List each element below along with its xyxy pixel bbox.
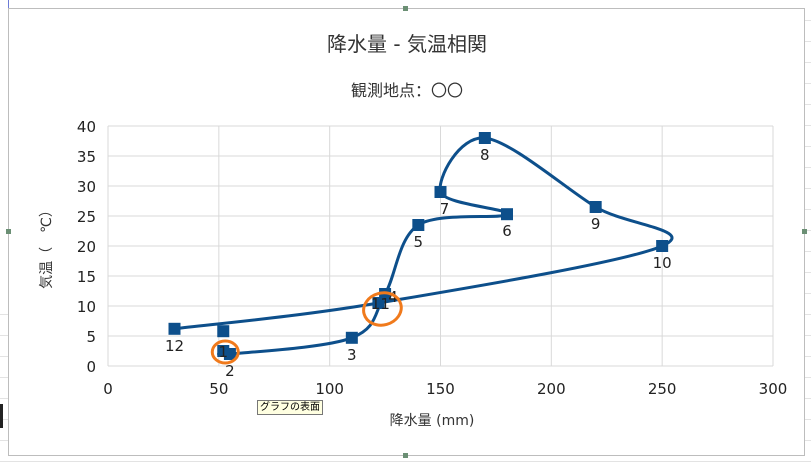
data-marker (168, 322, 181, 335)
x-axis-ticks: 0 50 100 150 200 250 300 (103, 380, 787, 398)
data-label: 11 (371, 295, 390, 313)
gridlines (107, 125, 774, 367)
y-tick-label: 20 (77, 238, 96, 256)
resize-handle-left[interactable] (6, 229, 11, 234)
data-label: 1 (218, 343, 228, 361)
y-tick-label: 40 (77, 118, 96, 136)
data-marker (656, 240, 669, 252)
x-tick-label: 250 (648, 380, 677, 398)
resize-handle-right[interactable] (802, 229, 807, 234)
data-markers (168, 132, 669, 360)
y-tick-label: 30 (77, 178, 96, 196)
data-label: 4 (388, 288, 398, 306)
x-tick-label: 200 (537, 380, 566, 398)
data-marker (589, 201, 602, 213)
x-tick-label: 150 (426, 380, 455, 398)
chart-title: 降水量 - 気温相関 (327, 32, 487, 56)
y-tick-label: 5 (86, 328, 96, 346)
annotation-circle-1 (210, 339, 240, 365)
y-tick-label: 25 (77, 208, 96, 226)
data-label: 10 (653, 254, 672, 272)
x-tick-label: 100 (315, 380, 344, 398)
data-label: 6 (502, 222, 512, 240)
y-tick-label: 15 (77, 268, 96, 286)
data-label: 8 (480, 146, 490, 164)
data-label: 7 (440, 200, 450, 218)
data-marker (372, 297, 385, 309)
x-tick-label: 50 (209, 380, 228, 398)
annotation-circle-11 (362, 291, 403, 327)
data-label: 12 (165, 337, 184, 355)
data-marker (345, 331, 358, 344)
x-tick-label: 0 (103, 380, 113, 398)
y-tick-label: 10 (77, 298, 96, 316)
y-tick-label: 35 (77, 148, 96, 166)
data-label: 2 (225, 362, 235, 380)
y-axis-label: 気温（ ℃） (39, 203, 55, 289)
data-marker (501, 208, 513, 221)
data-label: 3 (347, 346, 357, 364)
data-marker (223, 348, 236, 360)
resize-handle-top[interactable] (403, 6, 408, 11)
text-cursor (0, 404, 3, 428)
chart-tooltip: グラフの表面 (257, 400, 323, 415)
y-tick-label: 0 (86, 358, 96, 376)
data-label: 5 (414, 233, 424, 251)
resize-handle-bottom[interactable] (403, 453, 408, 458)
data-marker (434, 186, 447, 198)
annotation-circles (210, 291, 403, 365)
x-axis-label: 降水量 (mm) (390, 413, 475, 429)
y-axis-ticks: 0 5 10 15 20 25 30 35 40 (77, 118, 96, 376)
data-marker (478, 132, 491, 144)
data-label: 9 (591, 215, 601, 233)
x-tick-label: 300 (759, 380, 788, 398)
chart-subtitle: 観測地点：〇〇 (351, 81, 463, 100)
data-marker (412, 219, 425, 231)
data-marker (217, 325, 230, 338)
